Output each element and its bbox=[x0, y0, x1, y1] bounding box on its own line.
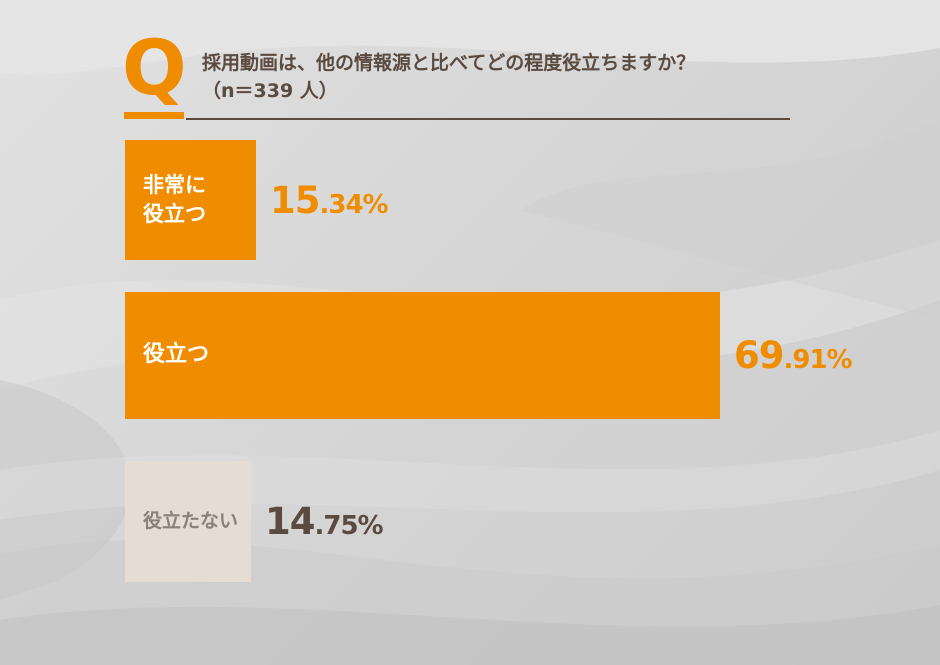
question-text: 採用動画は、他の情報源と比べてどの程度役立ちますか？ （n＝339 人） bbox=[202, 50, 695, 105]
bar-row-useful: 役立つ 69.91% bbox=[125, 292, 853, 419]
bar-not-useful: 役立たない bbox=[125, 461, 251, 582]
q-underline bbox=[124, 112, 184, 119]
bar-very-useful: 非常に 役立つ bbox=[125, 140, 256, 260]
bar-row-very-useful: 非常に 役立つ 15.34% bbox=[125, 140, 389, 260]
question-line-1: 採用動画は、他の情報源と比べてどの程度役立ちますか？ bbox=[202, 52, 696, 74]
bar-useful: 役立つ bbox=[125, 292, 720, 419]
bar-value-not-useful: 14.75% bbox=[265, 500, 384, 543]
q-mark: Q bbox=[122, 23, 187, 112]
value-integer: 15 bbox=[270, 178, 320, 222]
question-sample-size: （n＝339 人） bbox=[202, 79, 338, 102]
bar-value-very-useful: 15.34% bbox=[270, 178, 389, 222]
bar-label-very-useful: 非常に 役立つ bbox=[143, 172, 206, 226]
bar-row-not-useful: 役立たない 14.75% bbox=[125, 461, 384, 582]
value-fraction: .75% bbox=[314, 511, 384, 541]
bar-value-useful: 69.91% bbox=[734, 334, 853, 377]
value-integer: 14 bbox=[265, 500, 315, 543]
value-integer: 69 bbox=[734, 334, 784, 377]
bar-label-useful: 役立つ bbox=[143, 342, 210, 368]
value-fraction: .34% bbox=[319, 189, 389, 220]
bar-label-not-useful: 役立たない bbox=[143, 510, 239, 533]
header-divider bbox=[186, 118, 790, 120]
value-fraction: .91% bbox=[783, 345, 853, 375]
